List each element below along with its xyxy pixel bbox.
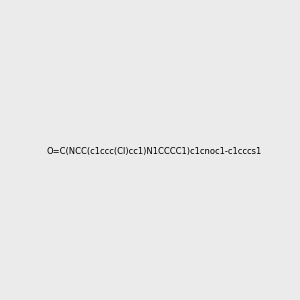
Text: O=C(NCC(c1ccc(Cl)cc1)N1CCCC1)c1cnoc1-c1cccs1: O=C(NCC(c1ccc(Cl)cc1)N1CCCC1)c1cnoc1-c1c… bbox=[46, 147, 261, 156]
